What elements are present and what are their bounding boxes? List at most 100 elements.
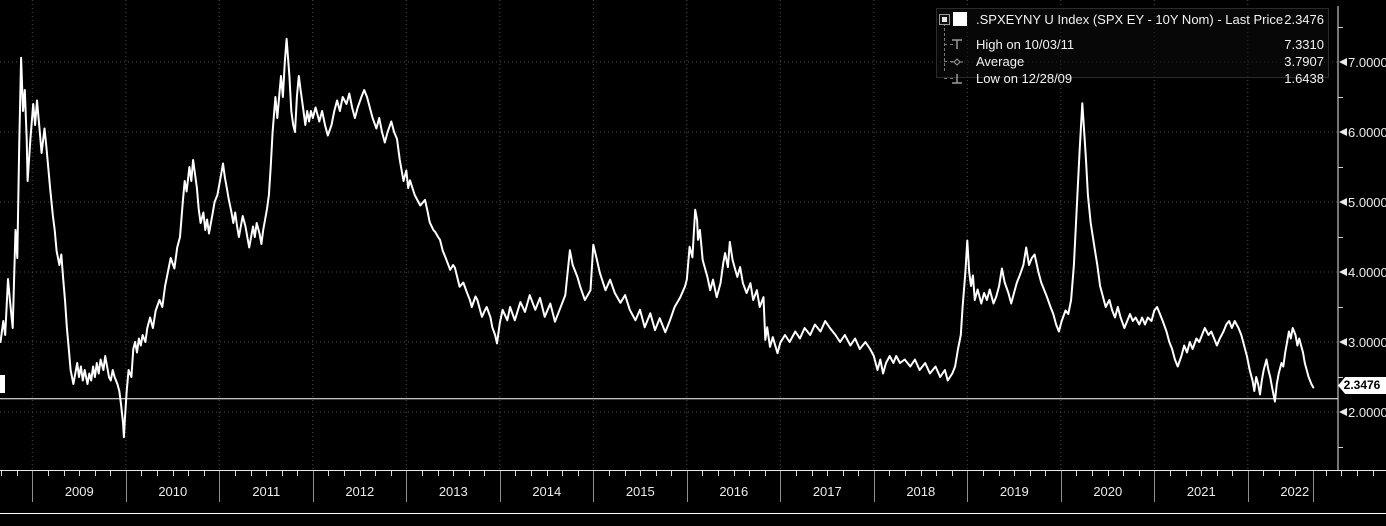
x-axis-minor-tick bbox=[671, 471, 673, 476]
x-axis-year-tick bbox=[686, 471, 688, 502]
y-axis-label: 2.0000 bbox=[1339, 406, 1386, 419]
low-marker-icon bbox=[951, 72, 963, 89]
x-axis-minor-tick bbox=[16, 471, 18, 476]
x-axis-minor-tick bbox=[344, 471, 345, 476]
x-axis-year-label: 2014 bbox=[532, 484, 562, 499]
x-axis-minor-tick bbox=[94, 471, 96, 476]
x-axis-minor-tick bbox=[437, 471, 439, 476]
y-axis-minor-tick bbox=[1338, 237, 1343, 238]
series-color-swatch-icon bbox=[953, 12, 967, 26]
x-axis-minor-tick bbox=[110, 471, 112, 476]
x-axis-year-tick bbox=[219, 471, 221, 502]
x-axis-year-tick bbox=[1154, 471, 1156, 502]
x-axis-minor-tick bbox=[1356, 471, 1358, 476]
legend-row-average[interactable]: Average 3.7907 bbox=[937, 53, 1328, 70]
x-axis-minor-tick bbox=[453, 471, 454, 476]
x-axis-minor-tick bbox=[1107, 471, 1109, 476]
average-marker-icon bbox=[951, 55, 963, 72]
y-axis-minor-tick bbox=[1338, 307, 1343, 308]
x-axis-minor-tick bbox=[936, 471, 938, 476]
x-axis-year-label: 2022 bbox=[1280, 484, 1310, 499]
x-axis-minor-tick bbox=[1294, 471, 1296, 476]
legend-box[interactable]: .SPXEYNY U Index (SPX EY - 10Y Nom) - La… bbox=[936, 8, 1329, 86]
series-left-edge-marker bbox=[0, 375, 5, 393]
low-value: 1.6438 bbox=[1284, 71, 1324, 86]
x-axis-minor-tick bbox=[811, 471, 813, 476]
x-axis-minor-tick bbox=[546, 471, 548, 476]
x-axis-minor-tick bbox=[702, 471, 704, 476]
y-axis-tick-arrow-icon bbox=[1339, 268, 1347, 276]
x-axis-year-label: 2016 bbox=[719, 484, 749, 499]
y-axis-tick-arrow-icon bbox=[1339, 58, 1347, 66]
x-axis-minor-tick bbox=[827, 471, 829, 476]
x-axis-minor-tick bbox=[1216, 471, 1218, 476]
legend-row-high[interactable]: High on 10/03/11 7.3310 bbox=[937, 36, 1328, 53]
x-axis: 2009 2010 2011 2012 2013 2014 2015 2016 2017 2018… bbox=[0, 470, 1386, 513]
x-axis-minor-tick bbox=[1138, 471, 1140, 476]
y-axis-minor-tick bbox=[1338, 167, 1343, 168]
x-axis-minor-tick bbox=[1092, 471, 1093, 476]
x-axis-minor-tick bbox=[1045, 471, 1047, 476]
y-axis-tick-arrow-icon bbox=[1339, 128, 1347, 136]
x-axis-year-label: 2021 bbox=[1186, 484, 1216, 499]
x-axis-minor-tick bbox=[188, 471, 190, 476]
x-axis-year-label: 2017 bbox=[812, 484, 842, 499]
x-axis-minor-tick bbox=[1029, 471, 1031, 476]
x-axis-year-tick bbox=[32, 471, 34, 502]
x-axis-year-tick bbox=[125, 471, 127, 502]
y-axis-minor-tick bbox=[1338, 377, 1343, 378]
x-axis-year-label: 2019 bbox=[999, 484, 1029, 499]
x-axis-minor-tick bbox=[1372, 471, 1374, 476]
x-axis-minor-tick bbox=[998, 471, 1000, 476]
x-axis-minor-tick bbox=[624, 471, 626, 476]
x-axis-year-label: 2010 bbox=[158, 484, 188, 499]
x-axis-year-tick bbox=[406, 471, 408, 502]
x-axis-minor-tick bbox=[515, 471, 517, 476]
x-axis-minor-tick bbox=[749, 471, 751, 476]
price-line-series[interactable] bbox=[0, 37, 1315, 439]
x-axis-minor-tick bbox=[266, 471, 268, 476]
legend-row-series[interactable]: .SPXEYNY U Index (SPX EY - 10Y Nom) - La… bbox=[937, 11, 1328, 28]
x-axis-year-label: 2015 bbox=[625, 484, 655, 499]
x-axis-minor-tick bbox=[1201, 471, 1203, 476]
x-axis-year-label: 2018 bbox=[906, 484, 936, 499]
x-axis-minor-tick bbox=[1263, 471, 1265, 476]
x-axis-minor-tick bbox=[141, 471, 143, 476]
series-title: .SPXEYNY U Index (SPX EY - 10Y Nom) - La… bbox=[976, 12, 1284, 27]
x-axis-year-label: 2009 bbox=[64, 484, 94, 499]
high-marker-icon bbox=[951, 38, 963, 55]
x-axis-minor-tick bbox=[562, 471, 564, 476]
average-label: Average bbox=[976, 54, 1025, 69]
x-axis-minor-tick bbox=[203, 471, 205, 476]
x-axis-minor-tick bbox=[63, 471, 65, 476]
x-axis-minor-tick bbox=[1, 471, 3, 476]
high-label: High on 10/03/11 bbox=[976, 37, 1075, 52]
x-axis-minor-tick bbox=[577, 471, 579, 476]
x-axis-minor-tick bbox=[608, 471, 610, 476]
legend-tree-stub bbox=[944, 78, 953, 79]
x-axis-year-tick bbox=[312, 471, 314, 502]
x-axis-minor-tick bbox=[1123, 471, 1125, 476]
x-axis-year-label: 2013 bbox=[438, 484, 468, 499]
x-axis-year-tick bbox=[499, 471, 501, 502]
x-axis-minor-tick bbox=[531, 471, 532, 476]
x-axis-minor-tick bbox=[951, 471, 953, 476]
x-axis-minor-tick bbox=[157, 471, 158, 476]
x-axis-minor-tick bbox=[359, 471, 361, 476]
x-axis-minor-tick bbox=[281, 471, 283, 476]
low-label: Low on 12/28/09 bbox=[976, 71, 1073, 86]
x-axis-minor-tick bbox=[484, 471, 486, 476]
x-axis-year-label: 2012 bbox=[345, 484, 375, 499]
x-axis-year-tick bbox=[593, 471, 595, 502]
axis-bottom-divider bbox=[0, 513, 1386, 514]
x-axis-minor-tick bbox=[858, 471, 860, 476]
legend-expand-icon[interactable] bbox=[939, 14, 950, 25]
x-axis-minor-tick bbox=[250, 471, 252, 476]
x-axis-year-label: 2020 bbox=[1093, 484, 1123, 499]
x-axis-minor-tick bbox=[421, 471, 423, 476]
x-axis-minor-tick bbox=[1325, 471, 1327, 476]
legend-row-low[interactable]: Low on 12/28/09 1.6438 bbox=[937, 70, 1328, 87]
price-chart-plot-area[interactable] bbox=[0, 0, 1386, 470]
y-axis-label: 7.0000 bbox=[1339, 56, 1386, 69]
